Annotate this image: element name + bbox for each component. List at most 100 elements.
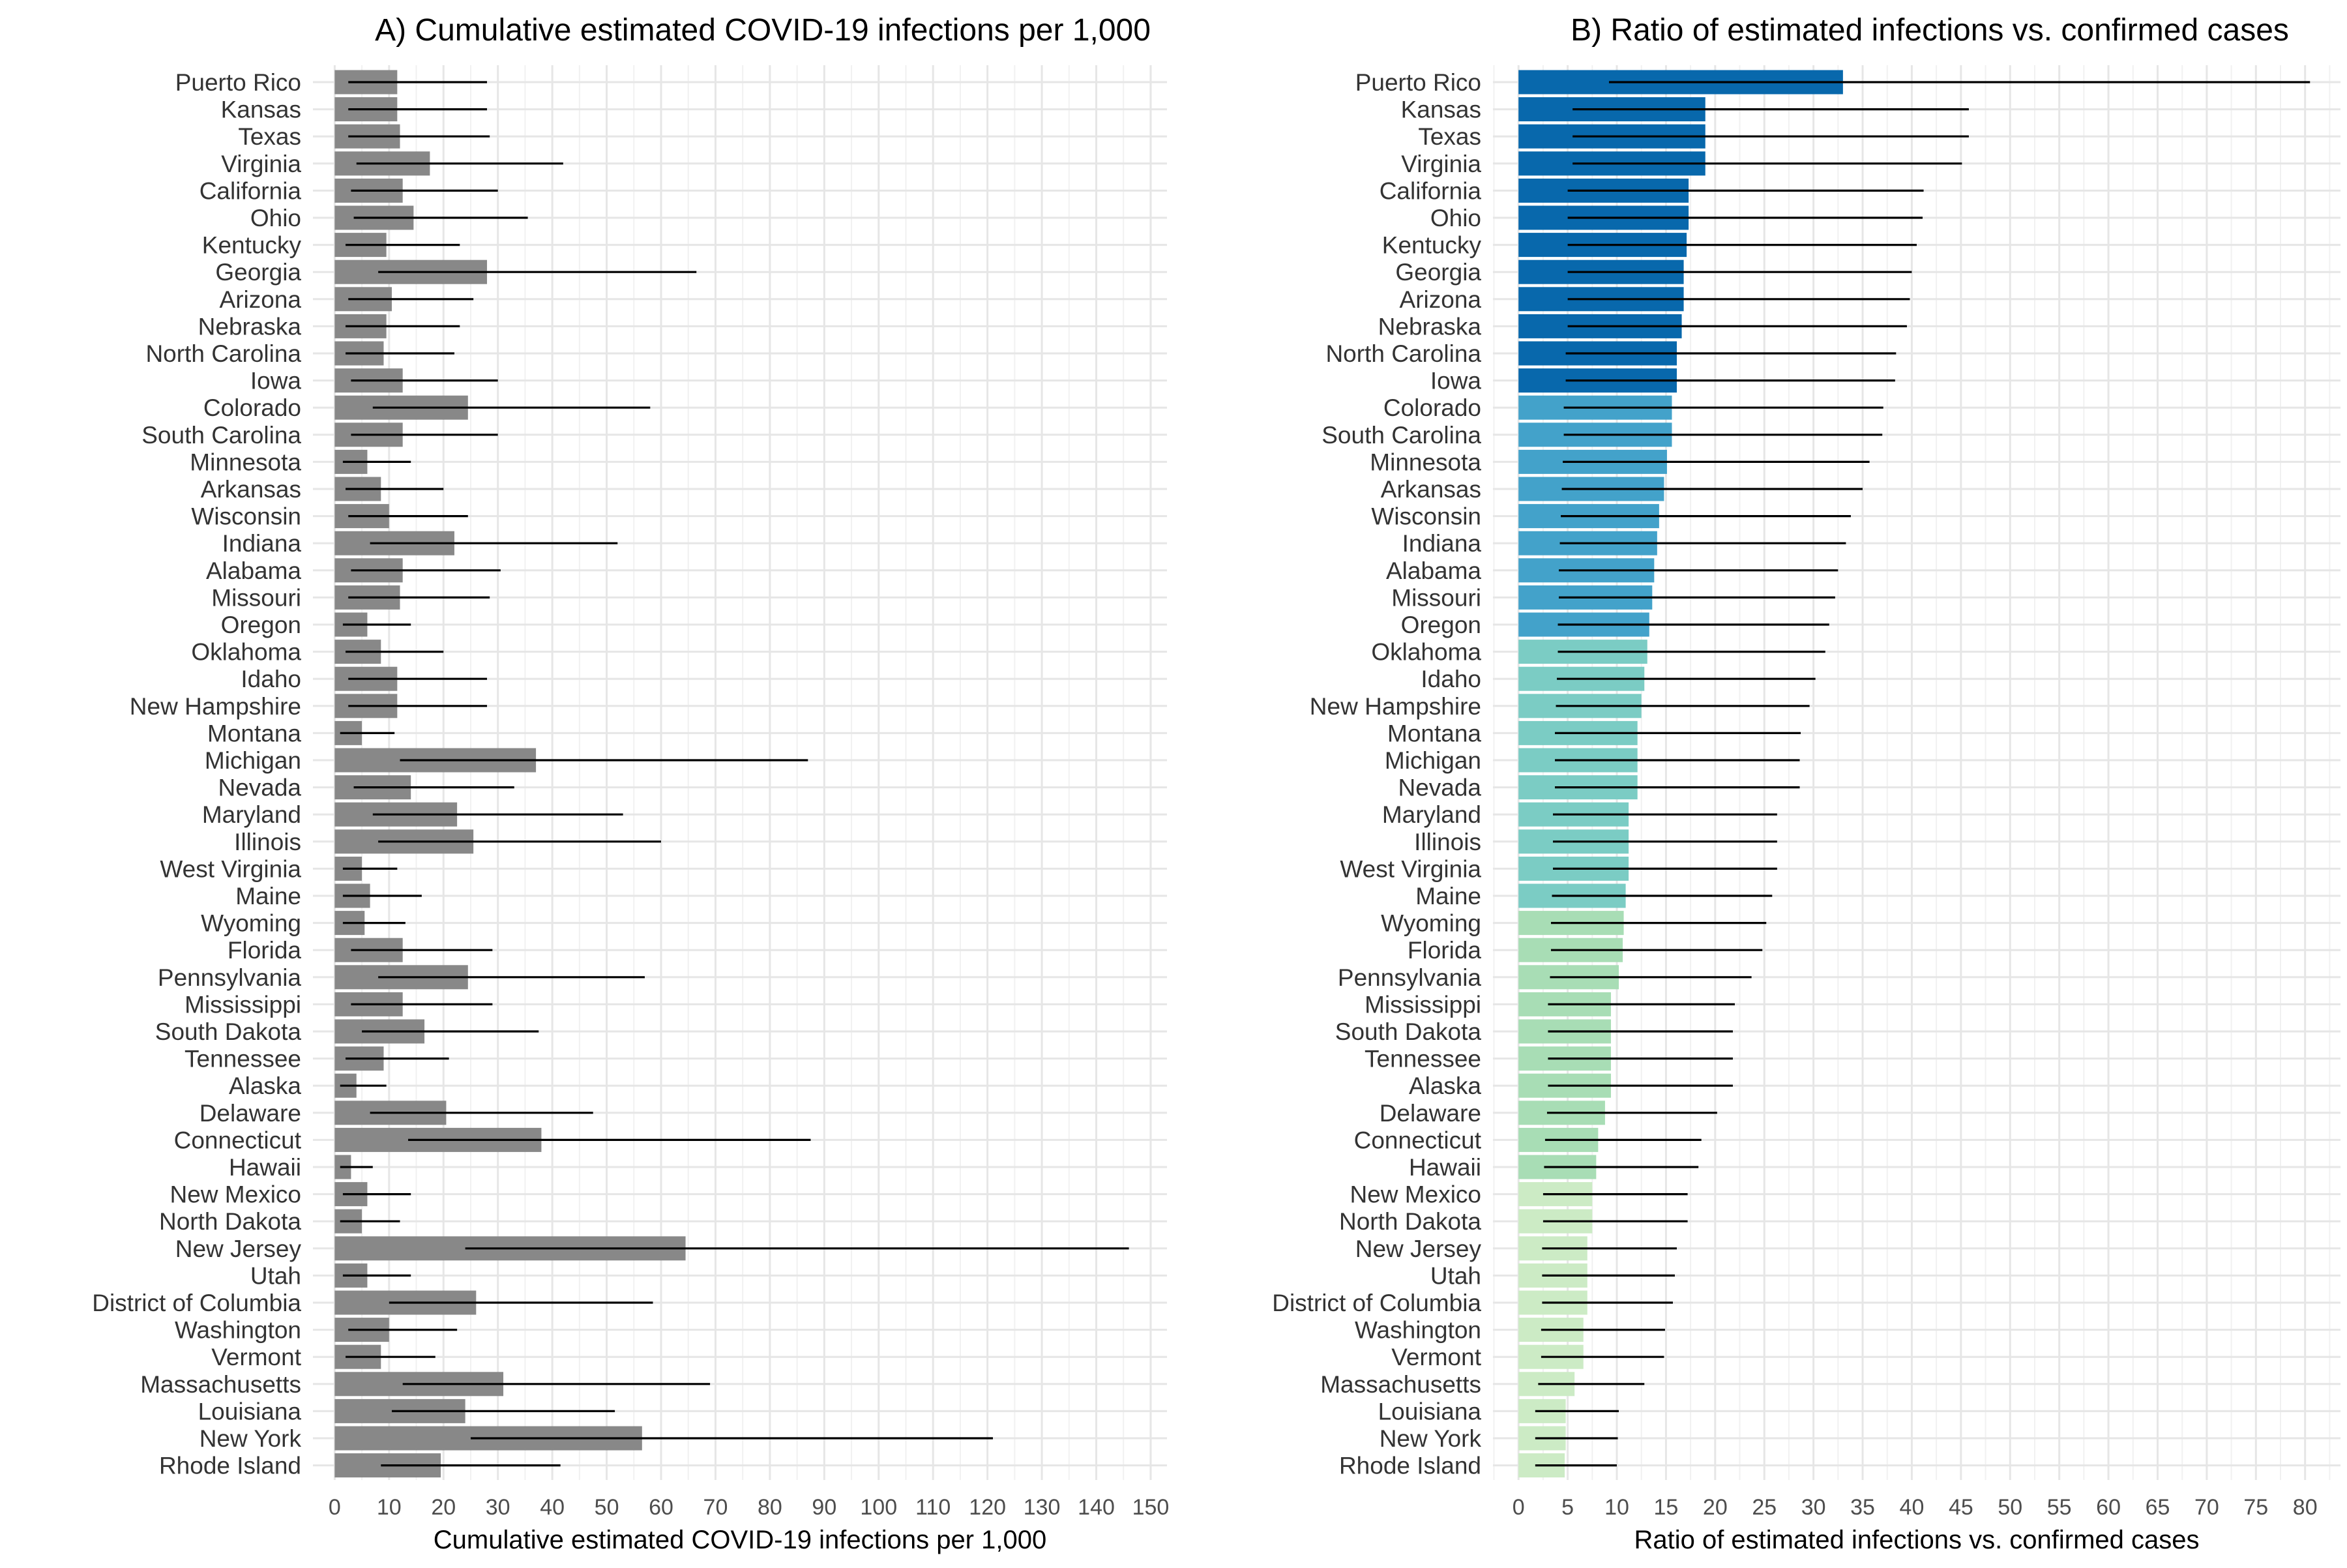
category-label: New Mexico: [1350, 1181, 1482, 1208]
category-label: Minnesota: [190, 449, 301, 475]
x-tick-label: 40: [1900, 1495, 1925, 1520]
category-label: Nebraska: [198, 313, 302, 340]
category-label: North Dakota: [1339, 1208, 1481, 1235]
category-label: Louisiana: [1378, 1398, 1482, 1425]
category-label: West Virginia: [1340, 855, 1481, 882]
x-tick-label: 5: [1561, 1495, 1574, 1520]
category-label: Florida: [1408, 937, 1482, 964]
category-label: Puerto Rico: [1355, 69, 1481, 96]
category-label: Mississippi: [185, 991, 301, 1018]
category-label: Montana: [1387, 720, 1481, 747]
x-tick-label: 110: [915, 1495, 951, 1520]
category-label: Indiana: [222, 530, 302, 557]
x-tick-label: 100: [860, 1495, 897, 1520]
category-label: Alabama: [1386, 557, 1481, 584]
category-label: South Carolina: [141, 422, 301, 449]
category-label: Rhode Island: [159, 1453, 301, 1479]
category-label: Alabama: [206, 557, 301, 584]
category-label: New Jersey: [175, 1235, 302, 1262]
category-label: West Virginia: [160, 855, 301, 882]
category-label: Louisiana: [198, 1398, 302, 1425]
category-label: Wisconsin: [1371, 503, 1481, 530]
category-label: Arkansas: [201, 476, 301, 503]
category-label: Kentucky: [202, 232, 302, 259]
category-label: Montana: [207, 720, 301, 747]
category-label: Idaho: [241, 666, 301, 692]
x-tick-label: 20: [431, 1495, 456, 1520]
category-label: Illinois: [234, 829, 301, 855]
category-label: Georgia: [215, 259, 301, 286]
x-tick-label: 10: [1604, 1495, 1629, 1520]
category-label: Massachusetts: [1320, 1371, 1481, 1398]
category-label: Texas: [1418, 123, 1481, 150]
category-label: Tennessee: [1365, 1046, 1481, 1072]
category-label: Maryland: [1382, 801, 1481, 828]
category-label: North Carolina: [145, 340, 301, 367]
category-label: Washington: [1355, 1317, 1481, 1344]
category-label: Alaska: [229, 1072, 301, 1099]
category-label: Pennsylvania: [1338, 964, 1482, 991]
category-label: Puerto Rico: [175, 69, 301, 96]
category-label: Illinois: [1414, 829, 1481, 855]
category-label: Mississippi: [1365, 991, 1481, 1018]
category-label: Indiana: [1402, 530, 1482, 557]
x-tick-label: 25: [1752, 1495, 1777, 1520]
category-label: New Hampshire: [130, 693, 301, 720]
category-label: Delaware: [1380, 1100, 1481, 1127]
category-label: Nebraska: [1378, 313, 1482, 340]
category-label: New Jersey: [1355, 1235, 1482, 1262]
category-label: Idaho: [1421, 666, 1481, 692]
x-axis-title: Cumulative estimated COVID-19 infections…: [434, 1526, 1046, 1554]
category-label: Connecticut: [1354, 1127, 1482, 1153]
x-tick-label: 75: [2243, 1495, 2268, 1520]
category-label: Kansas: [1401, 96, 1481, 123]
category-label: Rhode Island: [1339, 1453, 1481, 1479]
category-label: Tennessee: [185, 1046, 301, 1072]
category-label: Utah: [1430, 1262, 1481, 1289]
x-tick-label: 50: [1998, 1495, 2022, 1520]
category-label: Oregon: [1401, 612, 1481, 638]
category-label: Colorado: [203, 394, 301, 421]
category-label: Pennsylvania: [158, 964, 302, 991]
x-tick-label: 60: [649, 1495, 673, 1520]
category-label: Nevada: [1398, 775, 1481, 801]
x-tick-label: 60: [2096, 1495, 2121, 1520]
category-label: New Hampshire: [1310, 693, 1481, 720]
x-tick-label: 30: [1801, 1495, 1826, 1520]
x-tick-label: 90: [812, 1495, 836, 1520]
category-label: Georgia: [1395, 259, 1481, 286]
x-tick-label: 55: [2047, 1495, 2072, 1520]
category-label: Iowa: [1430, 368, 1482, 394]
x-tick-label: 20: [1703, 1495, 1728, 1520]
category-label: Hawaii: [1409, 1154, 1481, 1181]
category-label: New York: [199, 1425, 302, 1452]
category-label: Maine: [1415, 883, 1481, 910]
x-tick-label: 15: [1654, 1495, 1679, 1520]
category-label: Arizona: [1400, 286, 1482, 313]
x-tick-label: 70: [2194, 1495, 2219, 1520]
x-tick-label: 70: [703, 1495, 728, 1520]
category-label: Nevada: [218, 775, 301, 801]
category-label: California: [199, 177, 302, 204]
chart-panel-b: Puerto RicoKansasTexasVirginiaCalifornia…: [1272, 13, 2340, 1554]
category-label: Missouri: [211, 584, 301, 611]
category-label: Oklahoma: [1371, 639, 1481, 666]
category-label: South Dakota: [155, 1018, 302, 1045]
category-label: Colorado: [1383, 394, 1481, 421]
x-tick-label: 40: [540, 1495, 565, 1520]
category-label: South Dakota: [1335, 1018, 1482, 1045]
category-label: Maryland: [202, 801, 301, 828]
category-label: Vermont: [1391, 1344, 1482, 1370]
category-label: Kansas: [221, 96, 301, 123]
category-label: Arkansas: [1381, 476, 1481, 503]
category-label: Wisconsin: [191, 503, 301, 530]
x-axis-title: Ratio of estimated infections vs. confir…: [1634, 1526, 2199, 1554]
category-label: Vermont: [211, 1344, 302, 1370]
category-label: Alaska: [1409, 1072, 1481, 1099]
category-label: Massachusetts: [140, 1371, 301, 1398]
x-tick-label: 0: [329, 1495, 341, 1520]
chart-title: A) Cumulative estimated COVID-19 infecti…: [375, 13, 1151, 48]
category-label: Arizona: [220, 286, 302, 313]
category-label: Michigan: [1385, 747, 1481, 774]
